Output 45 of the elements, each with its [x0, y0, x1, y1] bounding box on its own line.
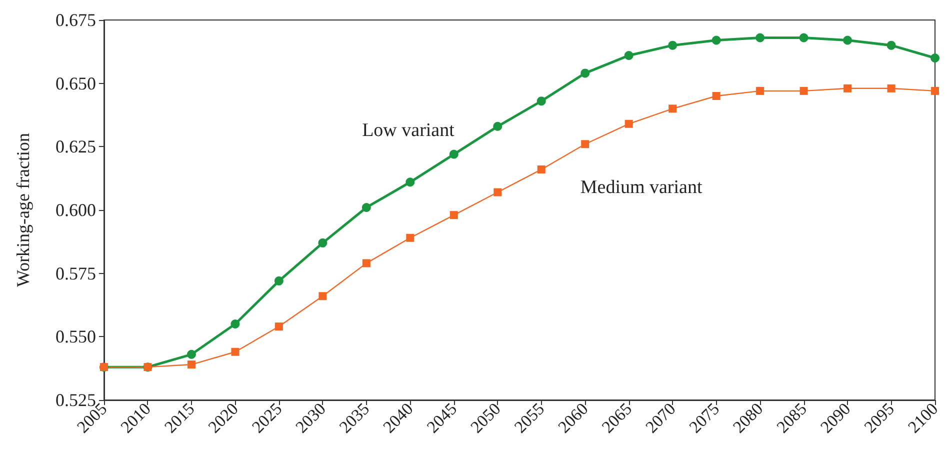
point — [931, 86, 939, 95]
point — [537, 165, 546, 174]
point — [536, 96, 546, 106]
point — [712, 92, 720, 100]
point — [624, 120, 633, 128]
point — [362, 259, 370, 268]
point — [756, 86, 764, 95]
point — [668, 104, 677, 113]
point — [231, 348, 240, 356]
point — [230, 320, 240, 328]
y-tick-label: 0.575 — [56, 263, 96, 284]
point — [581, 140, 590, 148]
point — [886, 40, 896, 50]
series-label: Medium variant — [580, 176, 703, 198]
point — [844, 84, 852, 92]
y-tick-label: 0.625 — [56, 136, 96, 157]
y-tick-label: 0.550 — [56, 326, 96, 347]
point — [580, 68, 590, 78]
point — [494, 188, 502, 196]
point — [450, 211, 458, 220]
y-tick-label: 0.600 — [56, 200, 96, 220]
point — [799, 33, 808, 42]
point — [186, 350, 196, 359]
point — [887, 84, 896, 92]
point — [624, 50, 634, 60]
point — [449, 150, 458, 159]
point — [406, 178, 415, 187]
y-tick-label: 0.650 — [56, 73, 96, 94]
point — [274, 276, 284, 286]
point — [274, 322, 283, 331]
point — [318, 238, 328, 248]
point — [843, 36, 852, 45]
point — [362, 202, 371, 212]
point — [930, 54, 940, 62]
series-label: Low variant — [362, 120, 456, 141]
point — [712, 36, 721, 45]
point — [668, 40, 678, 50]
y-tick-label: 0.675 — [56, 10, 96, 30]
point — [800, 86, 808, 95]
point — [406, 234, 414, 242]
y-axis-title: Working-age fraction — [13, 133, 33, 287]
point — [756, 33, 765, 42]
point — [187, 360, 196, 369]
point — [318, 292, 327, 300]
point — [493, 122, 502, 131]
